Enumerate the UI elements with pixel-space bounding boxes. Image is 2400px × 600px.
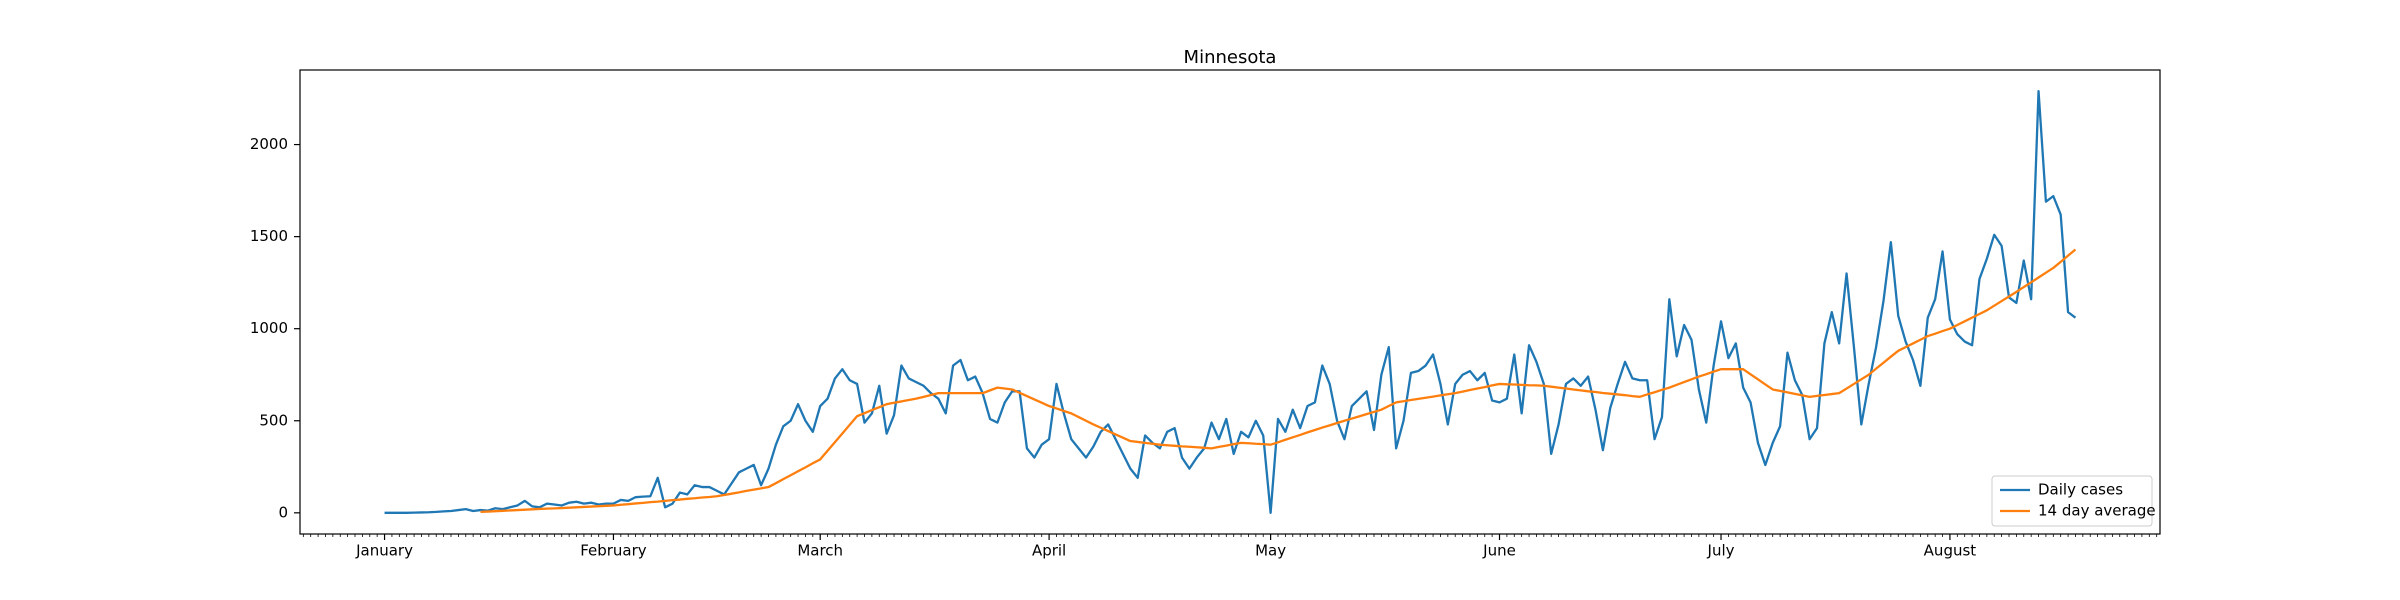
plot-frame (299, 69, 2161, 535)
legend-label: Daily cases (2038, 481, 2123, 499)
legend-label: 14 day average (2038, 502, 2156, 520)
x-tick-label: March (797, 542, 843, 560)
line-series (480, 248, 2077, 514)
x-tick-label: May (1255, 542, 1286, 560)
x-tick-label: August (1924, 542, 1977, 560)
y-tick-label: 2000 (250, 135, 288, 153)
x-tick-label: July (1707, 542, 1735, 560)
legend-box (1991, 475, 2153, 527)
chart-title: Minnesota (1184, 47, 1277, 68)
line-series (384, 90, 2077, 514)
y-tick-label: 500 (259, 411, 288, 429)
y-tick-label: 1000 (250, 319, 288, 337)
x-tick-label: April (1032, 542, 1066, 560)
y-tick-label: 1500 (250, 227, 288, 245)
legend: Daily cases 14 day average (1991, 475, 2156, 527)
x-tick-label: January (355, 542, 413, 560)
x-tick-label: June (1482, 542, 1516, 560)
y-tick-label: 0 (278, 503, 288, 521)
x-tick-label: February (580, 542, 647, 560)
